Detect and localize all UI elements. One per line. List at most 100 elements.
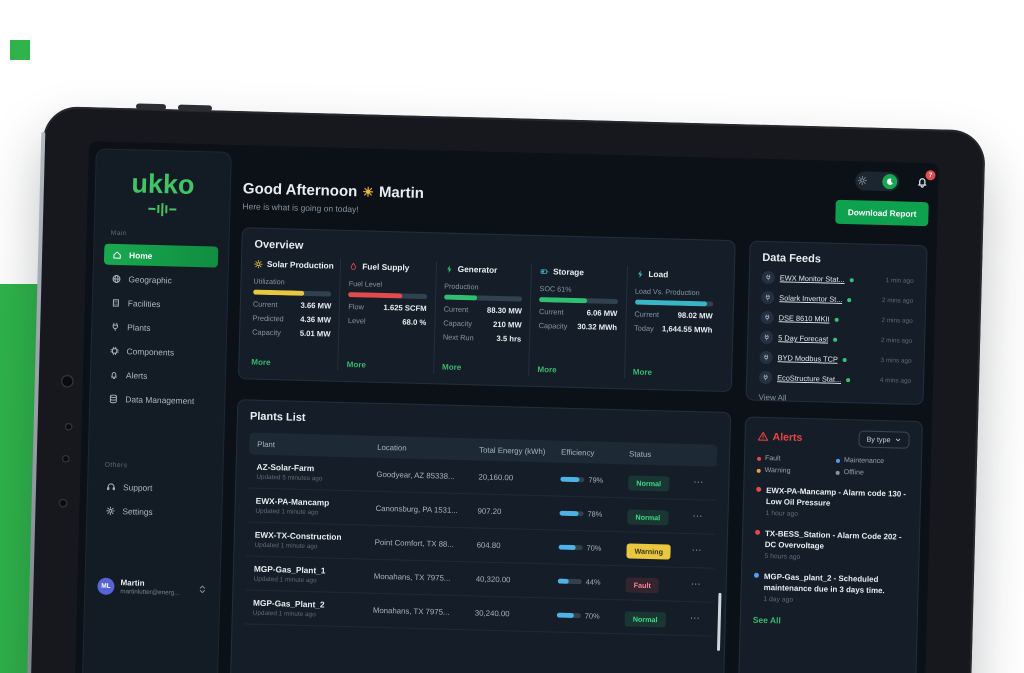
- light-mode-icon[interactable]: [857, 175, 867, 186]
- feed-icon: [760, 330, 774, 345]
- efficiency-fill: [556, 612, 574, 619]
- feed-status-dot: [834, 317, 839, 322]
- download-report-button[interactable]: Download Report: [835, 199, 929, 226]
- sidebar-item-geographic[interactable]: Geographic: [103, 268, 218, 292]
- feed-status-dot: [849, 277, 854, 282]
- progress-fill: [348, 292, 402, 299]
- feed-status-dot: [846, 377, 851, 382]
- soc-bar: [539, 297, 618, 305]
- alert-item[interactable]: TX-BESS_Station - Alarm Code 202 - DC Ov…: [754, 528, 907, 564]
- sidebar-item-settings[interactable]: Settings: [97, 500, 212, 524]
- device-camera-dot: [61, 454, 70, 463]
- page-title: Good Afternoon ☀ Martin: [242, 180, 425, 202]
- more-link[interactable]: More: [251, 357, 271, 368]
- feed-icon: [760, 310, 774, 325]
- feed-link[interactable]: EcoStructure Stat...: [777, 373, 842, 384]
- sidebar-item-label: Plants: [127, 321, 151, 333]
- data-feed-item[interactable]: BYD Modbus TCP 3 mins ago: [759, 350, 912, 368]
- sidebar-item-components[interactable]: Components: [101, 340, 216, 364]
- legend-offline: Offline: [835, 469, 909, 478]
- logo-text: ukko: [131, 168, 195, 200]
- sidebar-section-others: Others: [104, 461, 128, 470]
- feed-link[interactable]: BYD Modbus TCP: [777, 353, 839, 364]
- view-all-link[interactable]: View All: [758, 392, 787, 403]
- notifications-button[interactable]: 7: [915, 170, 936, 189]
- data-feed-item[interactable]: EWX Monitor Stat... 1 min ago: [761, 270, 914, 288]
- progress-fill: [634, 299, 707, 307]
- solar-icon: [254, 259, 263, 268]
- sidebar-item-label: Support: [122, 481, 153, 493]
- sidebar-item-facilities[interactable]: Facilities: [103, 292, 218, 316]
- alert-type-dot: [756, 486, 762, 492]
- generator-bolt-icon: [445, 264, 454, 273]
- status-badge: Normal: [627, 508, 669, 525]
- chip-icon: [109, 345, 119, 355]
- feed-link[interactable]: DSE 8610 MKII: [778, 313, 830, 324]
- progress-fill: [253, 289, 305, 296]
- sidebar-section-main: Main: [110, 229, 128, 238]
- device-camera-dot: [64, 422, 73, 431]
- device-power-button: [135, 103, 167, 111]
- user-profile[interactable]: ML Martin martinlutter@energ...: [95, 577, 209, 598]
- feed-link[interactable]: 5 Day Forecast: [778, 333, 829, 344]
- alert-item[interactable]: EWX-PA-Mancamp - Alarm code 130 - Low Oi…: [755, 485, 908, 521]
- data-feed-item[interactable]: Solark Invertor St... 2 mins ago: [761, 290, 913, 308]
- plants-list-card: Plants List Plant Location Total Energy …: [228, 399, 732, 673]
- more-link[interactable]: More: [632, 367, 653, 378]
- device-volume-button: [177, 104, 213, 112]
- row-menu-button[interactable]: ⋯: [689, 613, 701, 625]
- scrollbar-thumb[interactable]: [716, 592, 722, 651]
- sidebar-item-data-management[interactable]: Data Management: [100, 388, 215, 412]
- feed-icon: [758, 370, 773, 385]
- status-badge: Warning: [626, 542, 672, 560]
- sidebar-item-alerts[interactable]: Alerts: [101, 364, 216, 388]
- device-camera-dot: [60, 374, 74, 388]
- app-logo: ukko: [105, 168, 220, 218]
- feed-icon: [761, 270, 775, 285]
- data-feed-item[interactable]: DSE 8610 MKII 2 mins ago: [760, 310, 913, 328]
- page-subtitle: Here is what is going on today!: [242, 201, 359, 215]
- row-menu-button[interactable]: ⋯: [692, 511, 704, 523]
- feed-icon: [761, 290, 775, 305]
- row-menu-button[interactable]: ⋯: [690, 579, 702, 591]
- bell-icon: [109, 369, 119, 379]
- sun-icon: ☀: [362, 183, 375, 200]
- decor-green-square: [10, 40, 30, 60]
- feed-icon: [759, 350, 773, 365]
- building-icon: [111, 297, 121, 307]
- theme-toggle[interactable]: [855, 170, 900, 191]
- feed-status-dot: [842, 357, 847, 362]
- sidebar-item-plants[interactable]: Plants: [102, 316, 217, 340]
- efficiency-fill: [557, 578, 569, 584]
- efficiency-fill: [559, 510, 579, 517]
- sidebar-item-support[interactable]: Support: [98, 476, 213, 500]
- load-bolt-icon: [635, 269, 644, 278]
- expand-chevrons-icon: [197, 584, 207, 594]
- more-link[interactable]: More: [537, 365, 557, 375]
- database-icon: [108, 393, 118, 403]
- more-link[interactable]: More: [441, 362, 462, 373]
- logo-icon: [105, 201, 219, 218]
- data-feed-item[interactable]: EcoStructure Stat... 4 mins ago: [758, 370, 911, 388]
- tablet-device: ukko Main Home Geographic Facilities: [26, 103, 986, 673]
- gear-icon: [105, 505, 115, 515]
- feed-link[interactable]: Solark Invertor St...: [779, 293, 843, 304]
- dark-mode-icon[interactable]: [882, 173, 898, 189]
- sidebar: ukko Main Home Geographic Facilities: [80, 148, 232, 673]
- dashboard-screen: ukko Main Home Geographic Facilities: [72, 141, 939, 673]
- row-menu-button[interactable]: ⋯: [693, 477, 705, 489]
- alerts-filter-dropdown[interactable]: By type: [858, 430, 910, 449]
- see-all-link[interactable]: See All: [752, 615, 781, 626]
- overview-card: Overview Solar Production Utilization: [237, 227, 736, 393]
- row-menu-button[interactable]: ⋯: [691, 545, 703, 557]
- alert-item[interactable]: MGP-Gas_plant_2 - Scheduled maintenance …: [753, 571, 906, 607]
- feed-status-dot: [833, 337, 838, 342]
- feed-link[interactable]: EWX Monitor Stat...: [779, 273, 845, 285]
- sidebar-item-home[interactable]: Home: [103, 243, 219, 268]
- user-name: Martin: [120, 578, 145, 588]
- more-link[interactable]: More: [346, 360, 366, 370]
- load-bar: [634, 299, 714, 307]
- overview-generator: Generator Production Current 88.30 MW Cap…: [432, 261, 532, 376]
- data-feed-item[interactable]: 5 Day Forecast 2 mins ago: [760, 330, 912, 348]
- legend-warning: Warning: [756, 467, 830, 476]
